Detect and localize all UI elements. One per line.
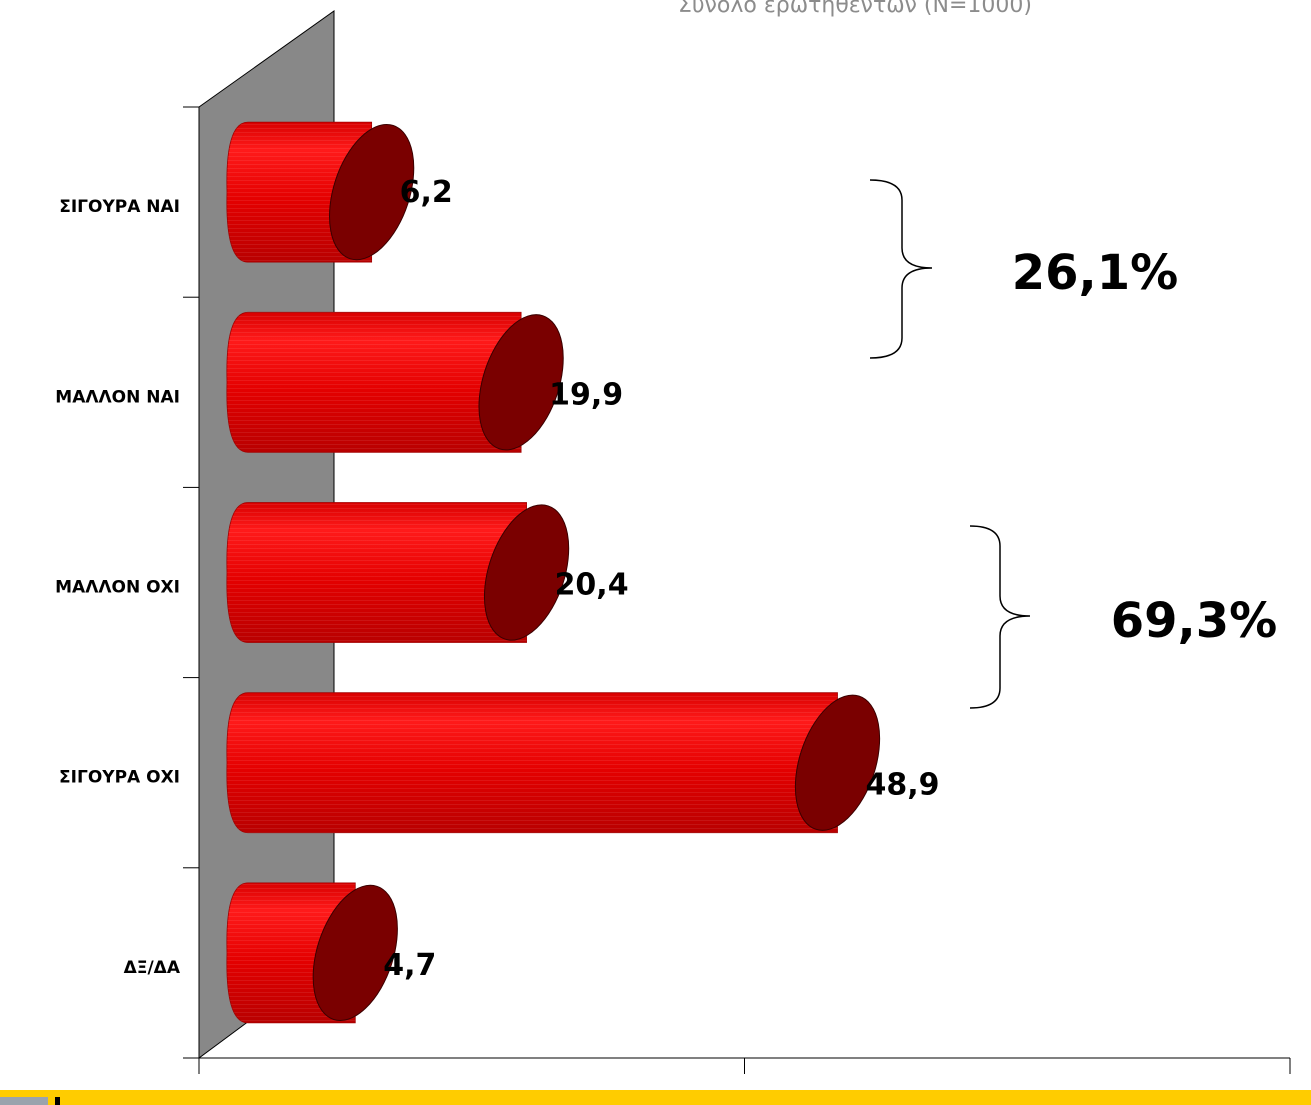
bar-texture	[226, 502, 527, 643]
category-labels: ΣΙΓΟΥΡΑ ΝΑΙ ΜΑΛΛΟΝ ΝΑΙ ΜΑΛΛΟΝ ΟΧΙ ΣΙΓΟΥΡΑ Ο…	[55, 197, 181, 978]
bar-end-cap	[794, 694, 881, 831]
chart-subtitle: Σύνολο ερωτηθέντων (N=1000)	[678, 0, 1032, 18]
footer-accent-bar	[0, 1090, 1311, 1105]
value-label: 4,7	[383, 948, 436, 983]
value-labels: 6,2 19,9 20,4 48,9 4,7	[383, 175, 939, 983]
bar	[226, 311, 564, 453]
bar-series	[226, 121, 881, 1024]
value-label: 6,2	[400, 175, 453, 210]
group-total-no: 69,3%	[1111, 593, 1278, 649]
category-label: ΣΙΓΟΥΡΑ ΝΑΙ	[59, 197, 180, 217]
bar-end-cap	[312, 884, 398, 1022]
category-label: ΜΑΛΛΟΝ ΟΧΙ	[55, 578, 180, 598]
group-brace-yes	[869, 179, 933, 359]
group-brace-no	[969, 525, 1031, 709]
value-label: 19,9	[549, 377, 623, 412]
bar-end-cap	[478, 314, 564, 451]
footer-logo-dot	[55, 1097, 60, 1105]
footer-logo-block	[0, 1097, 48, 1105]
bar	[226, 882, 398, 1024]
bar-texture	[226, 692, 838, 833]
category-label: ΣΙΓΟΥΡΑ ΟΧΙ	[59, 768, 180, 788]
bar	[226, 121, 415, 263]
category-label: ΜΑΛΛΟΝ ΝΑΙ	[55, 387, 180, 407]
value-label: 20,4	[555, 568, 629, 603]
bar	[226, 692, 881, 834]
value-label: 48,9	[865, 768, 939, 803]
category-label: ΔΞ/ΔΑ	[124, 958, 181, 978]
group-total-yes: 26,1%	[1012, 245, 1179, 301]
bar-end-cap	[483, 504, 570, 641]
bar-texture	[226, 312, 522, 453]
bar	[226, 502, 570, 643]
y-axis-ticks	[183, 106, 199, 1059]
bar-end-cap	[329, 123, 415, 261]
